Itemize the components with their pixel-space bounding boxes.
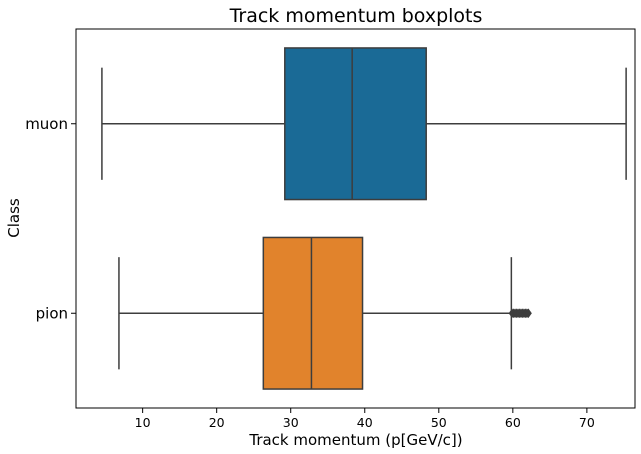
boxes: [101, 47, 627, 390]
y-category-label: muon: [25, 115, 68, 133]
y-category-label: pion: [36, 304, 68, 322]
outlier-point: [524, 308, 532, 319]
x-tick-label: 20: [209, 415, 225, 430]
chart-title: Track momentum boxplots: [229, 5, 483, 27]
x-axis: 10 20 30 40 50 60 70: [135, 408, 595, 430]
iqr-box: [262, 236, 364, 390]
box-pion: [118, 236, 532, 390]
x-tick-label: 40: [357, 415, 373, 430]
y-axis-label: Class: [5, 198, 23, 238]
x-tick-label: 10: [135, 415, 151, 430]
y-axis: muon pion: [25, 115, 76, 322]
x-tick-label: 30: [283, 415, 299, 430]
iqr-box: [284, 47, 427, 201]
x-tick-label: 60: [505, 415, 521, 430]
x-axis-label: Track momentum (p[GeV/c]): [248, 431, 462, 449]
x-tick-label: 70: [579, 415, 595, 430]
x-tick-label: 50: [431, 415, 447, 430]
plot-area-frame: [75, 28, 636, 409]
box-muon: [101, 47, 627, 201]
